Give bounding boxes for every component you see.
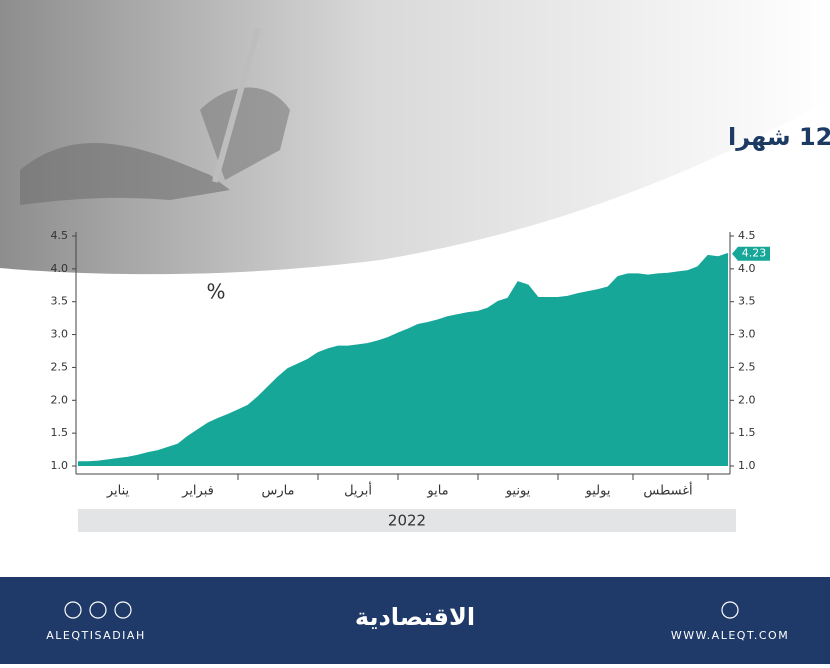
y2-tick-label: 1.0 <box>738 459 756 472</box>
x-tick-label: مارس <box>261 484 294 499</box>
y2-tick-label: 3.5 <box>738 295 756 308</box>
area-line <box>78 253 729 463</box>
x-tick-label: فبراير <box>181 484 214 499</box>
footer-website: WWW.ALEQT.COM <box>671 629 789 642</box>
hand-illustration <box>20 142 230 205</box>
x-axis-label: 2022 <box>388 512 426 530</box>
chart-title: حركة السايبور لأجل 12 شهرا <box>728 122 830 151</box>
pen <box>212 27 261 183</box>
x-tick-label: أغسطس <box>643 482 692 499</box>
y-tick-label: 3.5 <box>51 295 69 308</box>
x-tick-label: يناير <box>106 484 130 499</box>
footer <box>0 577 830 664</box>
y-tick-label: 1.5 <box>51 426 69 439</box>
x-tick-label: مايو <box>426 484 448 499</box>
y2-tick-label: 2.5 <box>738 360 756 373</box>
y-tick-label: 4.0 <box>51 262 69 275</box>
x-tick-label: أبريل <box>344 482 372 499</box>
y2-tick-label: 3.0 <box>738 328 756 341</box>
unit-label: % <box>206 280 225 304</box>
area-fill <box>78 253 728 466</box>
y2-tick-label: 1.5 <box>738 426 756 439</box>
y-tick-label: 1.0 <box>51 459 69 472</box>
y2-tick-label: 2.0 <box>738 393 756 406</box>
value-label: 4.23 <box>742 247 767 260</box>
y2-tick-label: 4.5 <box>738 229 756 242</box>
footer-logo: الاقتصادية <box>355 603 475 631</box>
y-tick-label: 2.0 <box>51 393 69 406</box>
photo-backdrop <box>0 0 830 275</box>
x-tick-label: يوليو <box>585 484 611 499</box>
footer-handle: ALEQTISADIAH <box>46 629 145 642</box>
y-tick-label: 2.5 <box>51 360 69 373</box>
value-callout <box>732 246 770 261</box>
y2-tick-label: 4.0 <box>738 262 756 275</box>
social-icons <box>64 601 739 619</box>
y-tick-label: 3.0 <box>51 328 69 341</box>
year-band <box>78 509 736 532</box>
y-tick-label: 4.5 <box>51 229 69 242</box>
x-tick-label: يونيو <box>505 484 531 499</box>
